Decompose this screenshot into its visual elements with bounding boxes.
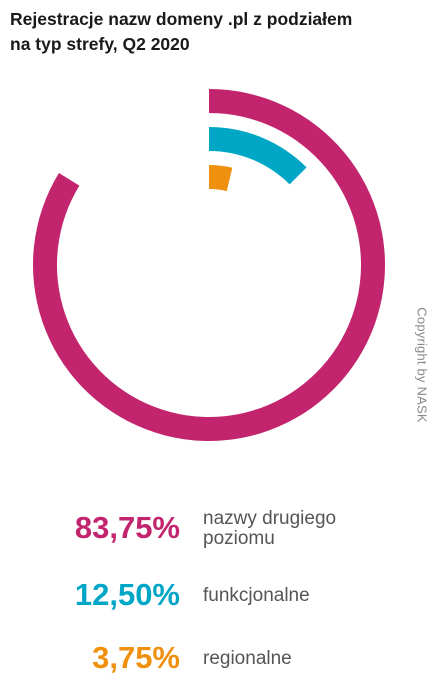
legend-label-second-level-line-1: nazwy drugiego <box>203 508 337 529</box>
legend-value-second-level: 83,75% <box>74 510 180 545</box>
arc-functional <box>209 127 307 185</box>
legend-value-functional: 12,50% <box>74 577 180 612</box>
legend-label-regional: regionalne <box>203 649 433 669</box>
legend-label-second-level: nazwy drugiego poziomu <box>203 509 433 549</box>
copyright-note: Copyright by NASK <box>414 307 430 423</box>
arc-second-level <box>32 89 385 442</box>
legend-value-regional: 3,75% <box>92 640 180 675</box>
radial-bar-chart <box>32 89 385 442</box>
legend-label-functional: funkcjonalne <box>203 586 433 606</box>
legend-label-functional-line-1: funkcjonalne <box>203 585 310 606</box>
legend-label-regional-line-1: regionalne <box>203 648 292 669</box>
arc-regional <box>209 165 233 192</box>
chart-title: Rejestracje nazw domeny .pl z podziałem … <box>10 7 430 57</box>
chart-title-line-2: na typ strefy, Q2 2020 <box>10 34 190 54</box>
legend-label-second-level-line-2: poziomu <box>203 528 275 549</box>
chart-title-line-1: Rejestracje nazw domeny .pl z podziałem <box>10 9 353 29</box>
